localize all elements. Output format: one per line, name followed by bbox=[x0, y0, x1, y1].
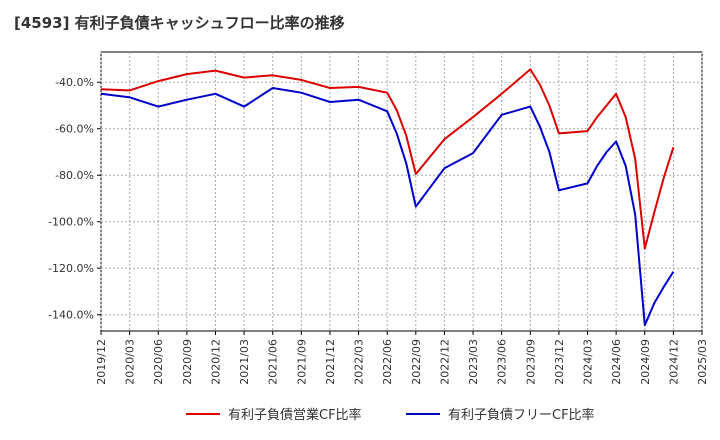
x-tick-label: 2021/06 bbox=[267, 339, 280, 385]
x-tick-label: 2022/09 bbox=[410, 339, 423, 385]
y-tick-label: -120.0% bbox=[48, 262, 94, 275]
y-tick-label: -40.0% bbox=[55, 76, 94, 89]
x-tick-label: 2024/03 bbox=[582, 339, 595, 385]
series-line-free-cf bbox=[100, 87, 675, 327]
x-tick-label: 2022/06 bbox=[381, 339, 394, 385]
legend-label-operating-cf: 有利子負債営業CF比率 bbox=[228, 408, 362, 423]
x-tick-label: 2021/03 bbox=[238, 339, 251, 385]
x-tick-label: 2020/09 bbox=[181, 339, 194, 385]
y-tick-label: -140.0% bbox=[48, 309, 94, 322]
series-line-operating-cf bbox=[100, 68, 675, 250]
x-tick-label: 2023/03 bbox=[467, 339, 480, 385]
y-tick-label: -80.0% bbox=[55, 169, 94, 182]
legend-swatch-free-cf bbox=[406, 412, 440, 415]
x-tick-label: 2023/06 bbox=[496, 339, 509, 385]
x-tick-label: 2020/06 bbox=[152, 339, 165, 385]
x-tick-label: 2024/09 bbox=[639, 339, 652, 385]
x-tick-label: 2023/09 bbox=[524, 339, 537, 385]
x-tick-label: 2021/09 bbox=[295, 339, 308, 385]
x-tick-label: 2019/12 bbox=[95, 339, 108, 385]
x-tick-label: 2025/03 bbox=[696, 339, 709, 385]
plot-area bbox=[100, 51, 703, 332]
y-tick-label: -100.0% bbox=[48, 216, 94, 229]
x-tick-label: 2023/12 bbox=[553, 339, 566, 385]
legend-label-free-cf: 有利子負債フリーCF比率 bbox=[448, 408, 595, 423]
x-tick-label: 2024/06 bbox=[610, 339, 623, 385]
legend-item-operating-cf: 有利子負債営業CF比率 bbox=[186, 404, 362, 423]
x-tick-label: 2021/12 bbox=[324, 339, 337, 385]
legend-swatch-operating-cf bbox=[186, 412, 220, 415]
chart-title: [4593] 有利子負債キャッシュフロー比率の推移 bbox=[14, 14, 345, 32]
x-tick-label: 2022/12 bbox=[438, 339, 451, 385]
x-tick-label: 2022/03 bbox=[353, 339, 366, 385]
x-tick-label: 2020/12 bbox=[209, 339, 222, 385]
x-tick-label: 2020/03 bbox=[124, 339, 137, 385]
x-tick-label: 2024/12 bbox=[667, 339, 680, 385]
legend: 有利子負債営業CF比率 有利子負債フリーCF比率 bbox=[0, 404, 720, 428]
legend-item-free-cf: 有利子負債フリーCF比率 bbox=[406, 404, 595, 423]
y-tick-label: -60.0% bbox=[55, 123, 94, 136]
